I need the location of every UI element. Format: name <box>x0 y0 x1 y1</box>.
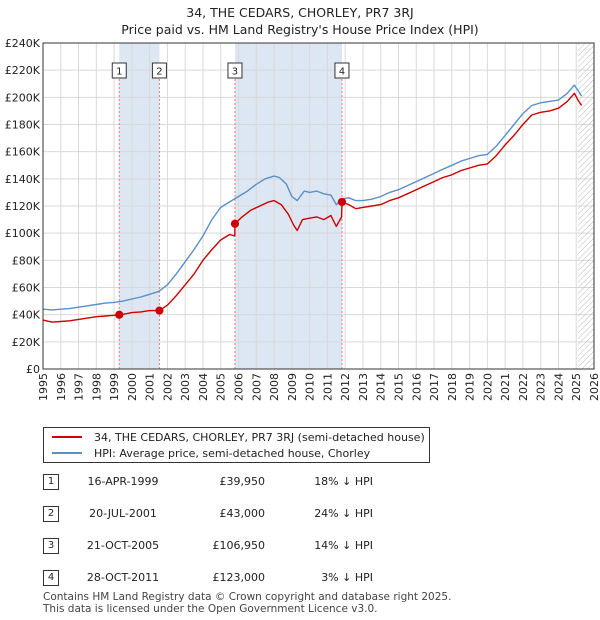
y-tick-label: £20K <box>12 336 41 349</box>
x-tick-label: 2016 <box>410 373 423 401</box>
y-tick-label: £120K <box>5 200 41 213</box>
x-tick-label: 2007 <box>250 373 263 401</box>
x-tick-label: 1997 <box>73 373 86 401</box>
chart-subtitle: Price paid vs. HM Land Registry's House … <box>121 22 479 37</box>
legend-item-property: 34, THE CEDARS, CHORLEY, PR7 3RJ (semi-d… <box>52 429 425 445</box>
sale-price: £106,950 <box>212 539 266 552</box>
sale-marker-box <box>111 62 127 79</box>
x-tick-label: 2018 <box>446 373 459 401</box>
y-tick-label: £200K <box>5 91 41 104</box>
legend: 34, THE CEDARS, CHORLEY, PR7 3RJ (semi-d… <box>43 427 430 463</box>
y-tick-label: £160K <box>5 146 41 159</box>
y-tick-label: £60K <box>12 282 41 295</box>
legend-label-hpi: HPI: Average price, semi-detached house,… <box>94 446 371 460</box>
sale-row: 2 20-JUL-2001 £43,000 24% ↓ HPI <box>43 506 463 524</box>
forecast-hatch <box>578 43 594 369</box>
sale-row: 1 16-APR-1999 £39,950 18% ↓ HPI <box>43 474 463 492</box>
x-tick-label: 2003 <box>179 373 192 401</box>
footer-licence: This data is licensed under the Open Gov… <box>43 603 378 615</box>
sale-hpi-diff: 14% ↓ HPI <box>314 539 373 552</box>
price-chart: 1 2 3 4 £0 £20K £40K £60K £80K £100K £120K £140K £16… <box>5 37 600 401</box>
sale-hpi-diff: 3% ↓ HPI <box>321 571 373 584</box>
sale-marker-box <box>227 62 243 79</box>
sale-marker-label: 1 <box>116 67 122 78</box>
x-tick-label: 2021 <box>499 373 512 401</box>
sale-price: £43,000 <box>219 507 266 520</box>
sale-number: 3 <box>43 538 59 554</box>
sale-point <box>115 310 124 319</box>
x-tick-label: 2001 <box>144 373 157 401</box>
y-tick-label: £100K <box>5 227 41 240</box>
x-tick-label: 2005 <box>215 373 228 401</box>
sale-marker-label: 3 <box>232 67 238 78</box>
sale-point <box>155 306 164 315</box>
sale-hpi-diff: 18% ↓ HPI <box>314 475 373 488</box>
plot-frame <box>42 42 595 370</box>
y-tick-label: £220K <box>5 64 41 77</box>
sale-marker-label: 4 <box>339 67 345 78</box>
x-tick-label: 2015 <box>392 373 405 401</box>
legend-item-hpi: HPI: Average price, semi-detached house,… <box>52 445 370 461</box>
x-tick-label: 2019 <box>464 373 477 401</box>
sale-price: £123,000 <box>212 571 266 584</box>
legend-swatch-hpi <box>52 452 82 454</box>
x-tick-label: 2013 <box>357 373 370 401</box>
legend-label-property: 34, THE CEDARS, CHORLEY, PR7 3RJ (semi-d… <box>94 430 425 444</box>
x-tick-label: 2011 <box>321 373 334 401</box>
x-tick-label: 2012 <box>339 373 352 401</box>
legend-swatch-property <box>52 436 82 438</box>
sale-date: 16-APR-1999 <box>87 475 159 488</box>
sale-number: 2 <box>43 506 59 522</box>
x-tick-label: 2000 <box>126 373 139 401</box>
series-line-property <box>42 92 583 323</box>
chart-title: 34, THE CEDARS, CHORLEY, PR7 3RJ <box>186 5 414 20</box>
x-tick-label: 2024 <box>552 373 565 401</box>
sale-hpi-diff: 24% ↓ HPI <box>314 507 373 520</box>
sale-price: £39,950 <box>219 475 266 488</box>
y-tick-label: £140K <box>5 173 41 186</box>
x-tick-label: 2009 <box>286 373 299 401</box>
sale-number: 4 <box>43 570 59 586</box>
sale-row: 3 21-OCT-2005 £106,950 14% ↓ HPI <box>43 538 463 556</box>
x-tick-label: 2026 <box>588 373 600 401</box>
sale-point <box>230 219 240 228</box>
chart-title-block: 34, THE CEDARS, CHORLEY, PR7 3RJ Price p… <box>0 4 600 38</box>
x-tick-label: 2008 <box>268 373 281 401</box>
y-tick-label: £240K <box>5 37 41 50</box>
x-tick-label: 2025 <box>570 373 583 401</box>
y-tick-label: £0 <box>26 363 40 376</box>
series-line-hpi <box>42 84 583 311</box>
x-tick-label: 1996 <box>55 373 68 401</box>
sale-marker-label: 2 <box>156 67 162 78</box>
sale-number: 1 <box>43 474 59 490</box>
x-tick-label: 2017 <box>428 373 441 401</box>
x-tick-label: 2023 <box>535 373 548 401</box>
x-tick-label: 2022 <box>517 373 530 401</box>
x-tick-label: 2002 <box>161 373 174 401</box>
x-tick-label: 2014 <box>375 373 388 401</box>
x-tick-label: 1995 <box>37 373 50 401</box>
sale-marker-box <box>334 62 350 79</box>
footer-copyright: Contains HM Land Registry data © Crown c… <box>43 591 452 603</box>
y-tick-label: £40K <box>12 309 41 322</box>
sale-date: 20-JUL-2001 <box>89 507 157 520</box>
sale-row: 4 28-OCT-2011 £123,000 3% ↓ HPI <box>43 570 463 588</box>
x-tick-label: 2010 <box>304 373 317 401</box>
sale-date: 28-OCT-2011 <box>86 571 160 584</box>
x-tick-label: 1999 <box>108 373 121 401</box>
x-tick-label: 1998 <box>90 373 103 401</box>
footer: Contains HM Land Registry data © Crown c… <box>43 591 451 615</box>
x-tick-label: 2020 <box>481 373 494 401</box>
x-tick-label: 2004 <box>197 373 210 401</box>
sale-marker-box <box>151 62 167 79</box>
x-tick-label: 2006 <box>233 373 246 401</box>
y-tick-label: £180K <box>5 119 41 132</box>
sale-point <box>337 197 347 207</box>
y-tick-label: £80K <box>12 254 41 267</box>
sale-date: 21-OCT-2005 <box>86 539 160 552</box>
